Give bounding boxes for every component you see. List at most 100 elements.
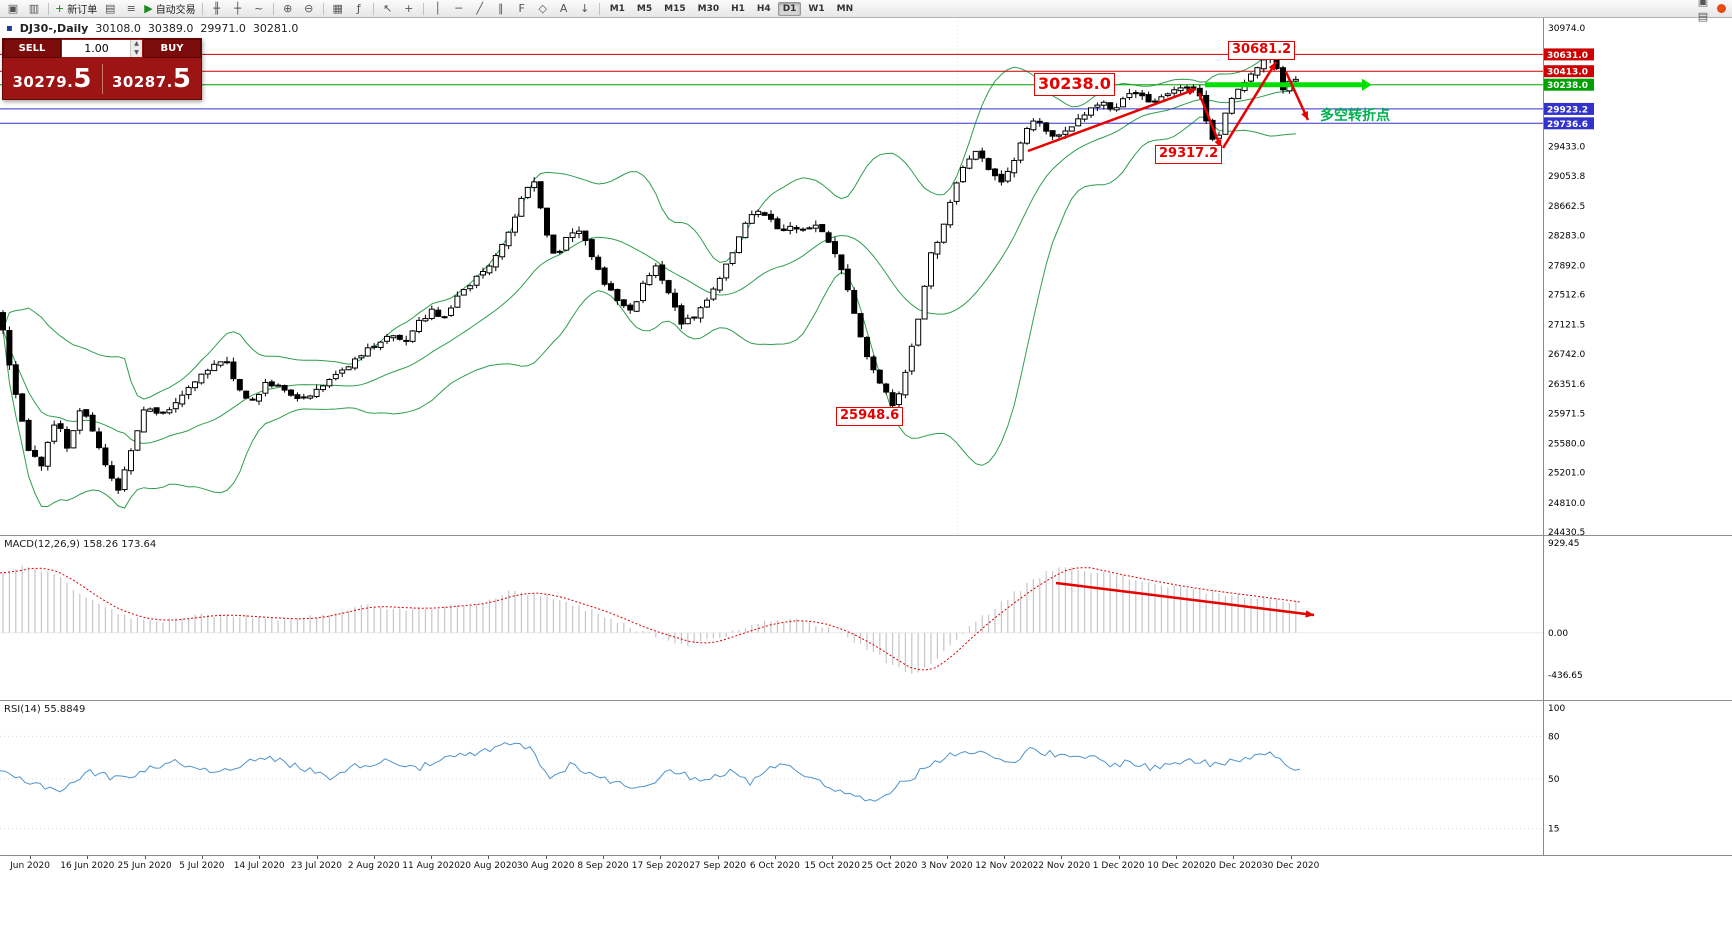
time-axis-label: 11 Aug 2020	[402, 861, 460, 871]
toolbar-separator	[322, 2, 324, 15]
macd-signal-line	[0, 567, 1301, 671]
time-axis-label: 8 Sep 2020	[577, 861, 629, 871]
time-tick	[832, 856, 834, 859]
volume-up-button[interactable]: ▲	[131, 40, 142, 49]
channel-icon[interactable]: ∥	[491, 1, 511, 16]
volume-down-button[interactable]: ▼	[131, 48, 142, 57]
rsi-axis-label: 15	[1548, 825, 1559, 835]
macd-axis-label: -436.65	[1548, 671, 1583, 681]
svg-text:28283.0: 28283.0	[1548, 231, 1585, 241]
new-chart-icon: ▣	[7, 2, 19, 15]
crosshair-icon[interactable]: +	[399, 1, 419, 16]
time-axis-label: 3 Nov 2020	[920, 861, 973, 871]
main-chart[interactable]: 30974.0 29433.0 29053.8 28662.5 28283.0 27892…	[0, 17, 1732, 535]
tile-windows-icon[interactable]: ▦	[328, 1, 348, 16]
layout-icon[interactable]: ▤	[1697, 9, 1709, 23]
new-chart-icon[interactable]: ▣	[3, 1, 23, 16]
cursor-icon[interactable]: ↖	[378, 1, 398, 16]
data-window-icon[interactable]: ≡	[121, 1, 141, 16]
text-icon[interactable]: A	[554, 1, 574, 16]
macd-indicator-label: MACD(12,26,9) 158.26 173.64	[4, 539, 157, 550]
axis-price-tag	[1544, 65, 1594, 78]
timeframe-m5[interactable]: M5	[636, 3, 653, 14]
time-tick	[30, 856, 31, 859]
svg-text:29923.2: 29923.2	[1547, 105, 1588, 115]
profiles-icon[interactable]: ▥	[24, 1, 44, 16]
timeframe-h4[interactable]: H4	[756, 3, 771, 14]
timeframe-mn[interactable]: MN	[836, 3, 854, 14]
fibonacci-icon[interactable]: F	[512, 1, 532, 16]
zoom-in-icon: ⊕	[283, 2, 293, 15]
shapes-icon[interactable]: ◇	[533, 1, 553, 16]
timeframe-w1[interactable]: W1	[808, 3, 825, 14]
indicators-icon[interactable]: ƒ	[349, 1, 369, 16]
horizontal-line-icon[interactable]: ─	[449, 1, 469, 16]
rsi-panel[interactable]: 100 80 50 15	[0, 700, 1732, 855]
new-order-button[interactable]: + 新订单	[53, 1, 99, 16]
time-axis-label: Jun 2020	[10, 861, 50, 871]
time-axis[interactable]: Jun 2020 16 Jun 2020 25 Jun 2020 5 Jul 2020…	[0, 855, 1732, 945]
macd-histogram	[2, 565, 1297, 674]
time-axis-label: 30 Dec 2020	[1261, 861, 1320, 871]
sell-button[interactable]: SELL	[3, 39, 61, 58]
time-axis-label: 20 Aug 2020	[459, 861, 518, 871]
timeframe-h1[interactable]: H1	[731, 3, 745, 14]
svg-text:30974.0: 30974.0	[1548, 24, 1585, 34]
cursor-icon: ↖	[383, 2, 393, 15]
tile-windows-icon: ▦	[332, 2, 343, 15]
arrow-tools-icon: ↓	[580, 2, 590, 15]
ohlc-close: 30281.0	[252, 22, 299, 35]
timeframe-group: M1 M5 M15 M30 H1 H4 D1 W1 MN	[604, 1, 859, 16]
time-tick	[660, 856, 662, 859]
trendline-icon: ╱	[476, 2, 483, 15]
svg-text:25580.0: 25580.0	[1548, 439, 1585, 449]
bar-chart-icon: ╫	[213, 2, 220, 15]
macd-panel[interactable]: 929.45 0.00 -436.65	[0, 535, 1732, 700]
rsi-axis-label: 80	[1548, 732, 1560, 742]
arrow-tools-icon[interactable]: ↓	[575, 1, 595, 16]
time-tick	[545, 856, 547, 859]
svg-text:30413.0: 30413.0	[1547, 68, 1588, 78]
time-tick	[488, 856, 490, 859]
zoom-in-icon[interactable]: ⊕	[278, 1, 298, 16]
profiles-icon: ▥	[28, 2, 40, 15]
svg-text:29736.6: 29736.6	[1547, 120, 1588, 130]
line-chart-icon[interactable]: ~	[249, 1, 269, 16]
toolbar-separator	[201, 2, 203, 15]
time-axis-label: 2 Aug 2020	[347, 861, 400, 871]
text-icon: A	[559, 2, 568, 15]
axis-price-tag	[1544, 48, 1594, 61]
crosshair-icon: +	[404, 2, 414, 15]
time-axis-label: 5 Jul 2020	[179, 861, 225, 871]
timeframe-m15[interactable]: M15	[664, 3, 686, 14]
time-tick	[1004, 856, 1006, 859]
zoom-out-icon[interactable]: ⊖	[299, 1, 319, 16]
candlestick-chart-icon: ┼	[234, 2, 241, 15]
time-tick	[889, 856, 891, 859]
toolbar-separator	[372, 2, 374, 15]
notification-badge-icon[interactable]	[1717, 4, 1726, 13]
timeframe-d1[interactable]: D1	[777, 1, 802, 16]
window-list-icon[interactable]: ▣	[1697, 0, 1709, 8]
bar-chart-icon[interactable]: ╫	[207, 1, 227, 16]
svg-text:26351.6: 26351.6	[1548, 380, 1585, 390]
autotrading-button[interactable]: ▶ 自动交易	[142, 1, 197, 16]
time-axis-label: 17 Sep 2020	[631, 861, 689, 871]
timeframe-m1[interactable]: M1	[609, 3, 625, 14]
vertical-line-icon[interactable]: │	[428, 1, 448, 16]
trendline-icon[interactable]: ╱	[470, 1, 490, 16]
rsi-line	[0, 742, 1301, 802]
time-tick	[316, 856, 318, 859]
chart-window-icon: ▪	[6, 23, 13, 34]
market-watch-icon[interactable]: ▤	[100, 1, 120, 16]
buy-button[interactable]: BUY	[143, 39, 201, 58]
svg-text:27121.5: 27121.5	[1548, 321, 1585, 331]
volume-input[interactable]	[62, 40, 142, 57]
sell-price: 30279.5	[12, 63, 92, 94]
bollinger-bands	[2, 46, 1296, 509]
axis-price-tag	[1544, 117, 1594, 130]
time-tick	[144, 856, 146, 859]
horizontal-level-lines[interactable]	[0, 53, 1543, 124]
timeframe-m30[interactable]: M30	[697, 3, 720, 14]
candlestick-chart-icon[interactable]: ┼	[228, 1, 248, 16]
